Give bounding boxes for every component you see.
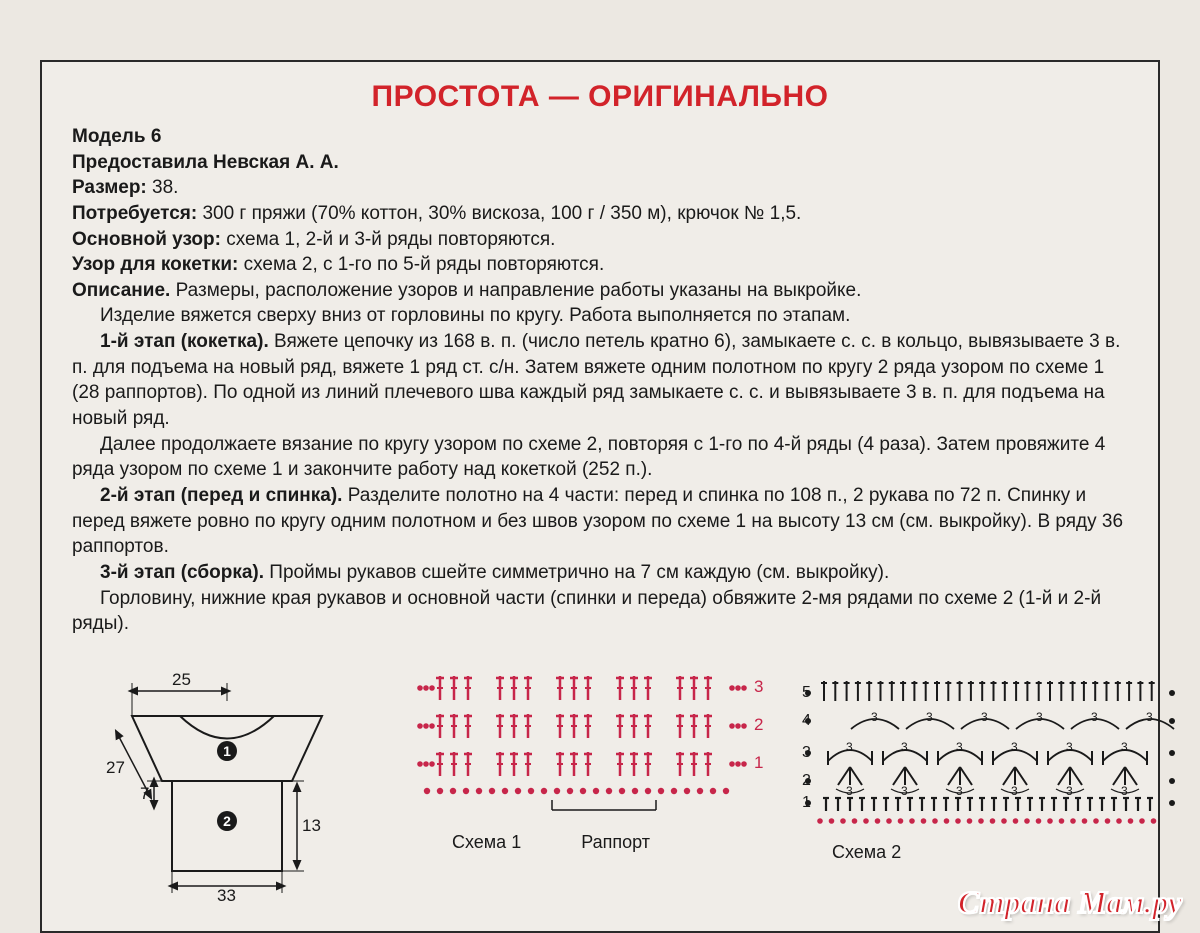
materials-label: Потребуется:: [72, 203, 197, 224]
model-label: Модель 6: [72, 126, 161, 147]
svg-text:2: 2: [754, 715, 763, 734]
yoke-pattern-value: схема 2, с 1-го по 5-й ряды повторяются.: [244, 254, 605, 275]
svg-text:7: 7: [140, 784, 149, 803]
svg-text:3: 3: [926, 710, 933, 724]
stage3-text1: Проймы рукавов сшейте симметрично на 7 с…: [269, 562, 889, 583]
svg-text:4: 4: [802, 712, 811, 729]
stage3-text2: Горловину, нижние края рукавов и основно…: [72, 586, 1128, 637]
svg-text:27: 27: [106, 758, 125, 777]
svg-text:3: 3: [1036, 710, 1043, 724]
stage3-label: 3-й этап (сборка).: [100, 562, 264, 583]
svg-text:3: 3: [956, 740, 963, 754]
svg-text:3: 3: [846, 740, 853, 754]
schema1-label: Схема 1: [452, 832, 521, 853]
pattern-diagram: 1 2 25 27 7 13: [72, 661, 382, 906]
description-label: Описание.: [72, 280, 170, 301]
svg-text:5: 5: [802, 684, 811, 701]
svg-text:1: 1: [223, 743, 231, 759]
svg-text:3: 3: [1066, 740, 1073, 754]
svg-text:1: 1: [754, 753, 763, 772]
main-pattern-value: схема 1, 2-й и 3-й ряды повторяются.: [226, 229, 555, 250]
svg-text:3: 3: [1066, 784, 1073, 798]
yoke-pattern-label: Узор для кокетки:: [72, 254, 238, 275]
svg-text:3: 3: [846, 784, 853, 798]
rapport-label: Раппорт: [581, 832, 650, 853]
svg-text:1: 1: [802, 794, 811, 811]
size-label: Размер:: [72, 177, 147, 198]
svg-text:3: 3: [1011, 784, 1018, 798]
svg-text:3: 3: [956, 784, 963, 798]
size-value: 38.: [152, 177, 178, 198]
svg-text:2: 2: [802, 772, 811, 789]
svg-text:3: 3: [981, 710, 988, 724]
schema1-diagram: 1 2 3 Схема 1 Раппорт: [402, 661, 772, 853]
document-title: ПРОСТОТА — ОРИГИНАЛЬНО: [72, 80, 1128, 114]
main-pattern-label: Основной узор:: [72, 229, 221, 250]
svg-text:3: 3: [1091, 710, 1098, 724]
svg-text:2: 2: [223, 813, 231, 829]
stage1-label: 1-й этап (кокетка).: [100, 331, 269, 352]
svg-text:3: 3: [802, 744, 811, 761]
schema2-label: Схема 2: [832, 842, 1192, 863]
stage1-text2: Далее продолжаете вязание по кругу узоро…: [72, 432, 1128, 483]
svg-text:3: 3: [1011, 740, 1018, 754]
svg-text:25: 25: [172, 670, 191, 689]
watermark-text: Страна Мам.ру: [958, 884, 1182, 921]
svg-text:3: 3: [754, 677, 763, 696]
description-value: Размеры, расположение узоров и направлен…: [176, 280, 862, 301]
author-label: Предоставила: [72, 152, 208, 173]
intro-text: Изделие вяжется сверху вниз от горловины…: [72, 303, 1128, 329]
svg-text:3: 3: [1121, 740, 1128, 754]
svg-text:3: 3: [1146, 710, 1153, 724]
materials-value: 300 г пряжи (70% коттон, 30% вискоза, 10…: [202, 203, 801, 224]
stage2-label: 2-й этап (перед и спинка).: [100, 485, 342, 506]
svg-text:33: 33: [217, 886, 236, 901]
document-frame: ПРОСТОТА — ОРИГИНАЛЬНО Модель 6 Предоста…: [40, 60, 1160, 933]
author-name: Невская А. А.: [213, 152, 339, 173]
svg-text:3: 3: [871, 710, 878, 724]
svg-text:3: 3: [901, 740, 908, 754]
diagrams-row: 1 2 25 27 7 13: [72, 661, 1128, 906]
document-body: Модель 6 Предоставила Невская А. А. Разм…: [72, 124, 1128, 637]
svg-text:3: 3: [901, 784, 908, 798]
svg-text:3: 3: [1121, 784, 1128, 798]
svg-text:13: 13: [302, 816, 321, 835]
schema2-diagram: 3 3 3 3 3 3 3 3 3 3 3 3 3 3 3 3 3 3 1 2 3 4 5 Схема 2: [792, 661, 1192, 863]
